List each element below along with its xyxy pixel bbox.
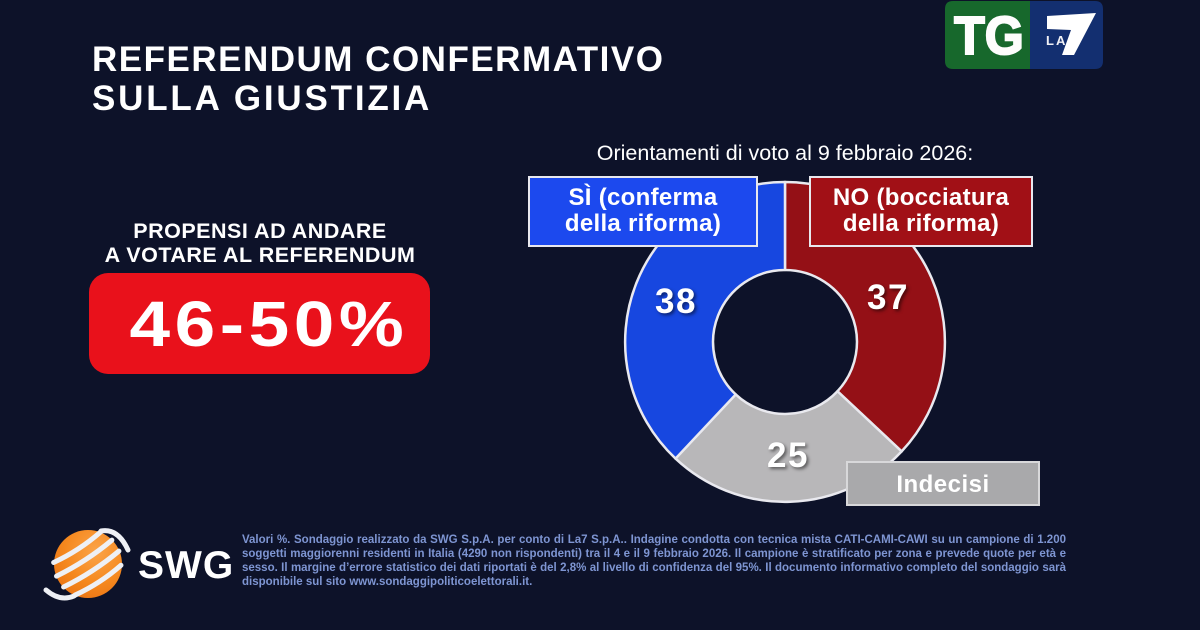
- svg-text:SWG: SWG: [138, 544, 234, 587]
- svg-text:TG: TG: [954, 6, 1024, 66]
- svg-text:LA: LA: [1046, 33, 1067, 48]
